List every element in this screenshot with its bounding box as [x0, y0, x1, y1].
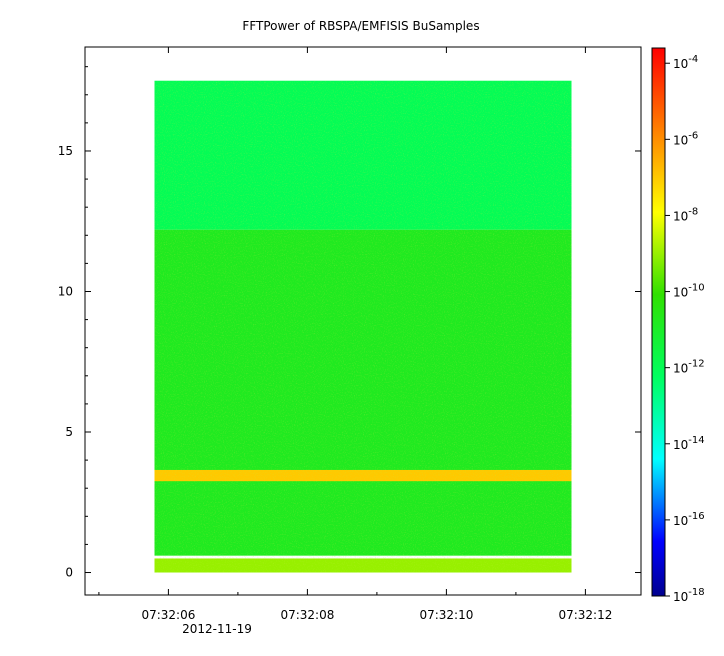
colorbar: [651, 47, 666, 597]
y-tick-label: 10: [58, 284, 73, 298]
x-tick-label: 07:32:06: [141, 608, 195, 622]
x-tick-label: 07:32:10: [419, 608, 473, 622]
colorbar-tick-label: 10-8: [673, 206, 698, 223]
spectrogram-noise: [154, 80, 572, 573]
y-tick-label: 0: [65, 566, 73, 580]
y-axis: 0 5 10 15: [58, 66, 641, 580]
colorbar-tick-label: 10-18: [673, 587, 705, 604]
spectrogram-texture: [154, 80, 572, 573]
colorbar-axis: 10-18 10-16 10-14 10-12 10-10 10-8 10-6 10-4: [665, 54, 705, 604]
colorbar-tick-label: 10-12: [673, 359, 705, 376]
colorbar-tick-label: 10-14: [673, 435, 705, 452]
x-axis: 07:32:06 07:32:08 07:32:10 07:32:12: [98, 47, 612, 622]
x-tick-label: 07:32:08: [280, 608, 334, 622]
chart-title: FFTPower of RBSPA/EMFISIS BuSamples: [242, 19, 479, 33]
colorbar-tick-label: 10-6: [673, 130, 698, 147]
colorbar-tick-label: 10-16: [673, 511, 705, 528]
colorbar-tick-label: 10-10: [673, 283, 705, 300]
y-tick-label: 15: [58, 144, 73, 158]
x-date-label: 2012-11-19: [182, 622, 252, 636]
x-tick-label: 07:32:12: [558, 608, 612, 622]
y-tick-label: 5: [65, 425, 73, 439]
colorbar-tick-label: 10-4: [673, 54, 698, 71]
